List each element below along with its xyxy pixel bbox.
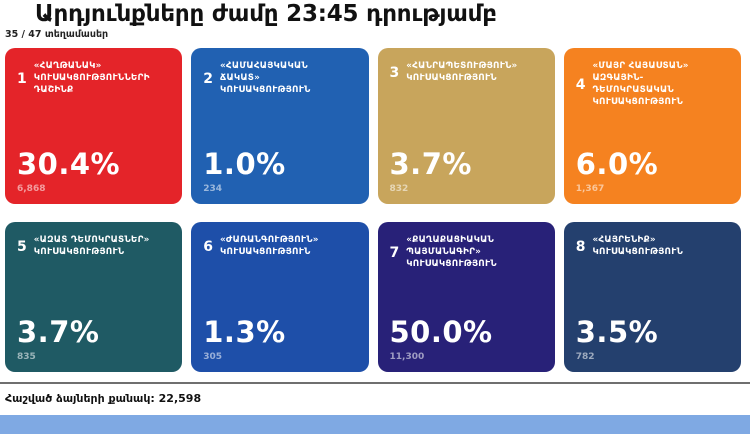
party-percent: 3.7% — [389, 147, 472, 181]
party-percent: 30.4% — [17, 147, 121, 181]
party-card-5: 5 «ԱԶԱՏ ԴԵՄՈԿՐԱՏՆԵՐ» ԿՈՒՍԱԿՑՈՒԹՅՈՒՆ 3.7%… — [5, 222, 183, 372]
party-votes: 1,367 — [575, 184, 605, 194]
party-votes: 11,300 — [389, 352, 425, 362]
party-percent: 1.3% — [203, 315, 286, 349]
party-percent: 6.0% — [575, 147, 659, 181]
party-number: 6 — [203, 238, 213, 255]
party-votes: 305 — [203, 352, 223, 362]
results-cards-grid: 1 «ՀԱՂԹԱՆԱԿ» ԿՈՒՍԱԿՑՈՒԹՅՈՒՆՆԵՐԻ ԴԱՇԻՆՔ 3… — [5, 48, 741, 372]
party-number: 7 — [389, 244, 400, 261]
party-card-6: 6 «ԺԱՌԱՆԳՈՒԹՅՈՒՆ» ԿՈՒՍԱԿՑՈՒԹՅՈՒՆ 1.3% 30… — [191, 222, 369, 372]
party-card-result: 3.5% 782 — [575, 315, 729, 363]
party-card-header: 7 «ՔԱՂԱՔԱՑԻԱԿԱՆ ՊԱՅՄԱՆԱԳԻՐ» ԿՈՒՍԱԿՑՈՒԹՅՈ… — [390, 235, 543, 271]
party-number: 4 — [575, 76, 586, 93]
bottom-bar — [0, 415, 750, 434]
party-card-result: 3.7% 832 — [389, 147, 543, 195]
party-name: «ԺԱՌԱՆԳՈՒԹՅՈՒՆ» ԿՈՒՍԱԿՑՈՒԹՅՈՒՆ — [220, 235, 319, 257]
party-card-3: 3 «ՀԱՆՐԱՊԵՏՈՒԹՅՈՒՆ» ԿՈՒՍԱԿՑՈՒԹՅՈՒՆ 3.7% … — [377, 48, 555, 204]
party-card-result: 6.0% 1,367 — [575, 147, 729, 195]
party-card-result: 3.7% 835 — [17, 315, 170, 363]
party-percent: 1.0% — [203, 147, 286, 181]
party-votes: 6,868 — [17, 184, 46, 194]
party-card-2: 2 «ՀԱՄԱՀԱՅԿԱԿԱՆ ՃԱԿԱՏ» ԿՈՒՍԱԿՑՈՒԹՅՈՒՆ 1.… — [191, 48, 369, 204]
party-number: 5 — [17, 238, 27, 255]
party-votes: 832 — [389, 184, 409, 194]
party-name: «ՔԱՂԱՔԱՑԻԱԿԱՆ ՊԱՅՄԱՆԱԳԻՐ» ԿՈՒՍԱԿՑՈՒԹՅՈՒՆ — [406, 235, 497, 269]
party-card-8: 8 «ՀԱՅՐԵՆԻՔ» ԿՈՒՍԱԿՑՈՒԹՅՈՒՆ 3.5% 782 — [563, 222, 741, 372]
party-card-header: 3 «ՀԱՆՐԱՊԵՏՈՒԹՅՈՒՆ» ԿՈՒՍԱԿՑՈՒԹՅՈՒՆ — [390, 61, 543, 85]
party-card-header: 6 «ԺԱՌԱՆԳՈՒԹՅՈՒՆ» ԿՈՒՍԱԿՑՈՒԹՅՈՒՆ — [203, 235, 356, 259]
party-percent: 50.0% — [389, 315, 493, 349]
party-card-result: 1.0% 234 — [203, 147, 356, 195]
party-votes: 782 — [575, 352, 595, 362]
divider — [0, 382, 750, 384]
party-name: «ԱԶԱՏ ԴԵՄՈԿՐԱՏՆԵՐ» ԿՈՒՍԱԿՑՈՒԹՅՈՒՆ — [33, 235, 150, 257]
party-card-result: 1.3% 305 — [203, 315, 356, 363]
total-votes-label: Հաշված ձայների քանակ: 22,598 — [5, 392, 202, 405]
party-number: 8 — [575, 238, 586, 255]
party-card-header: 1 «ՀԱՂԹԱՆԱԿ» ԿՈՒՍԱԿՑՈՒԹՅՈՒՆՆԵՐԻ ԴԱՇԻՆՔ — [17, 61, 170, 97]
party-number: 2 — [203, 70, 213, 87]
party-number: 1 — [17, 70, 27, 87]
party-votes: 835 — [17, 352, 36, 362]
party-card-header: 2 «ՀԱՄԱՀԱՅԿԱԿԱՆ ՃԱԿԱՏ» ԿՈՒՍԱԿՑՈՒԹՅՈՒՆ — [203, 61, 356, 97]
party-card-7: 7 «ՔԱՂԱՔԱՑԻԱԿԱՆ ՊԱՅՄԱՆԱԳԻՐ» ԿՈՒՍԱԿՑՈՒԹՅՈ… — [377, 222, 555, 372]
party-name: «ՀԱՅՐԵՆԻՔ» ԿՈՒՍԱԿՑՈՒԹՅՈՒՆ — [592, 235, 684, 257]
party-card-header: 8 «ՀԱՅՐԵՆԻՔ» ԿՈՒՍԱԿՑՈՒԹՅՈՒՆ — [576, 235, 729, 259]
party-card-4: 4 «ՄԱՅՐ ՀԱՅԱՍՏԱՆ» ԱԶԳԱՅԻՆ-ԴԵՄՈԿՐԱՏԱԿԱՆ Կ… — [563, 48, 741, 204]
party-name: «ՀԱՄԱՀԱՅԿԱԿԱՆ ՃԱԿԱՏ» ԿՈՒՍԱԿՑՈՒԹՅՈՒՆ — [220, 61, 311, 95]
party-name: «ՀԱՂԹԱՆԱԿ» ԿՈՒՍԱԿՑՈՒԹՅՈՒՆՆԵՐԻ ԴԱՇԻՆՔ — [33, 61, 150, 95]
party-name: «ՄԱՅՐ ՀԱՅԱՍՏԱՆ» ԱԶԳԱՅԻՆ-ԴԵՄՈԿՐԱՏԱԿԱՆ ԿՈՒ… — [592, 61, 689, 107]
party-card-result: 30.4% 6,868 — [17, 147, 170, 195]
party-card-result: 50.0% 11,300 — [389, 315, 543, 363]
party-percent: 3.7% — [17, 315, 100, 349]
party-card-header: 4 «ՄԱՅՐ ՀԱՅԱՍՏԱՆ» ԱԶԳԱՅԻՆ-ԴԵՄՈԿՐԱՏԱԿԱՆ Կ… — [576, 61, 729, 109]
party-number: 3 — [389, 64, 400, 81]
party-name: «ՀԱՆՐԱՊԵՏՈՒԹՅՈՒՆ» ԿՈՒՍԱԿՑՈՒԹՅՈՒՆ — [406, 61, 518, 83]
precincts-counted-label: 35 / 47 տեղամասեր — [5, 29, 109, 40]
party-card-1: 1 «ՀԱՂԹԱՆԱԿ» ԿՈՒՍԱԿՑՈՒԹՅՈՒՆՆԵՐԻ ԴԱՇԻՆՔ 3… — [5, 48, 183, 204]
party-card-header: 5 «ԱԶԱՏ ԴԵՄՈԿՐԱՏՆԵՐ» ԿՈՒՍԱԿՑՈՒԹՅՈՒՆ — [17, 235, 170, 259]
party-votes: 234 — [203, 184, 223, 194]
party-percent: 3.5% — [575, 315, 659, 349]
page-title: Արդյունքները ժամը 23:45 դրությամբ — [35, 1, 497, 27]
